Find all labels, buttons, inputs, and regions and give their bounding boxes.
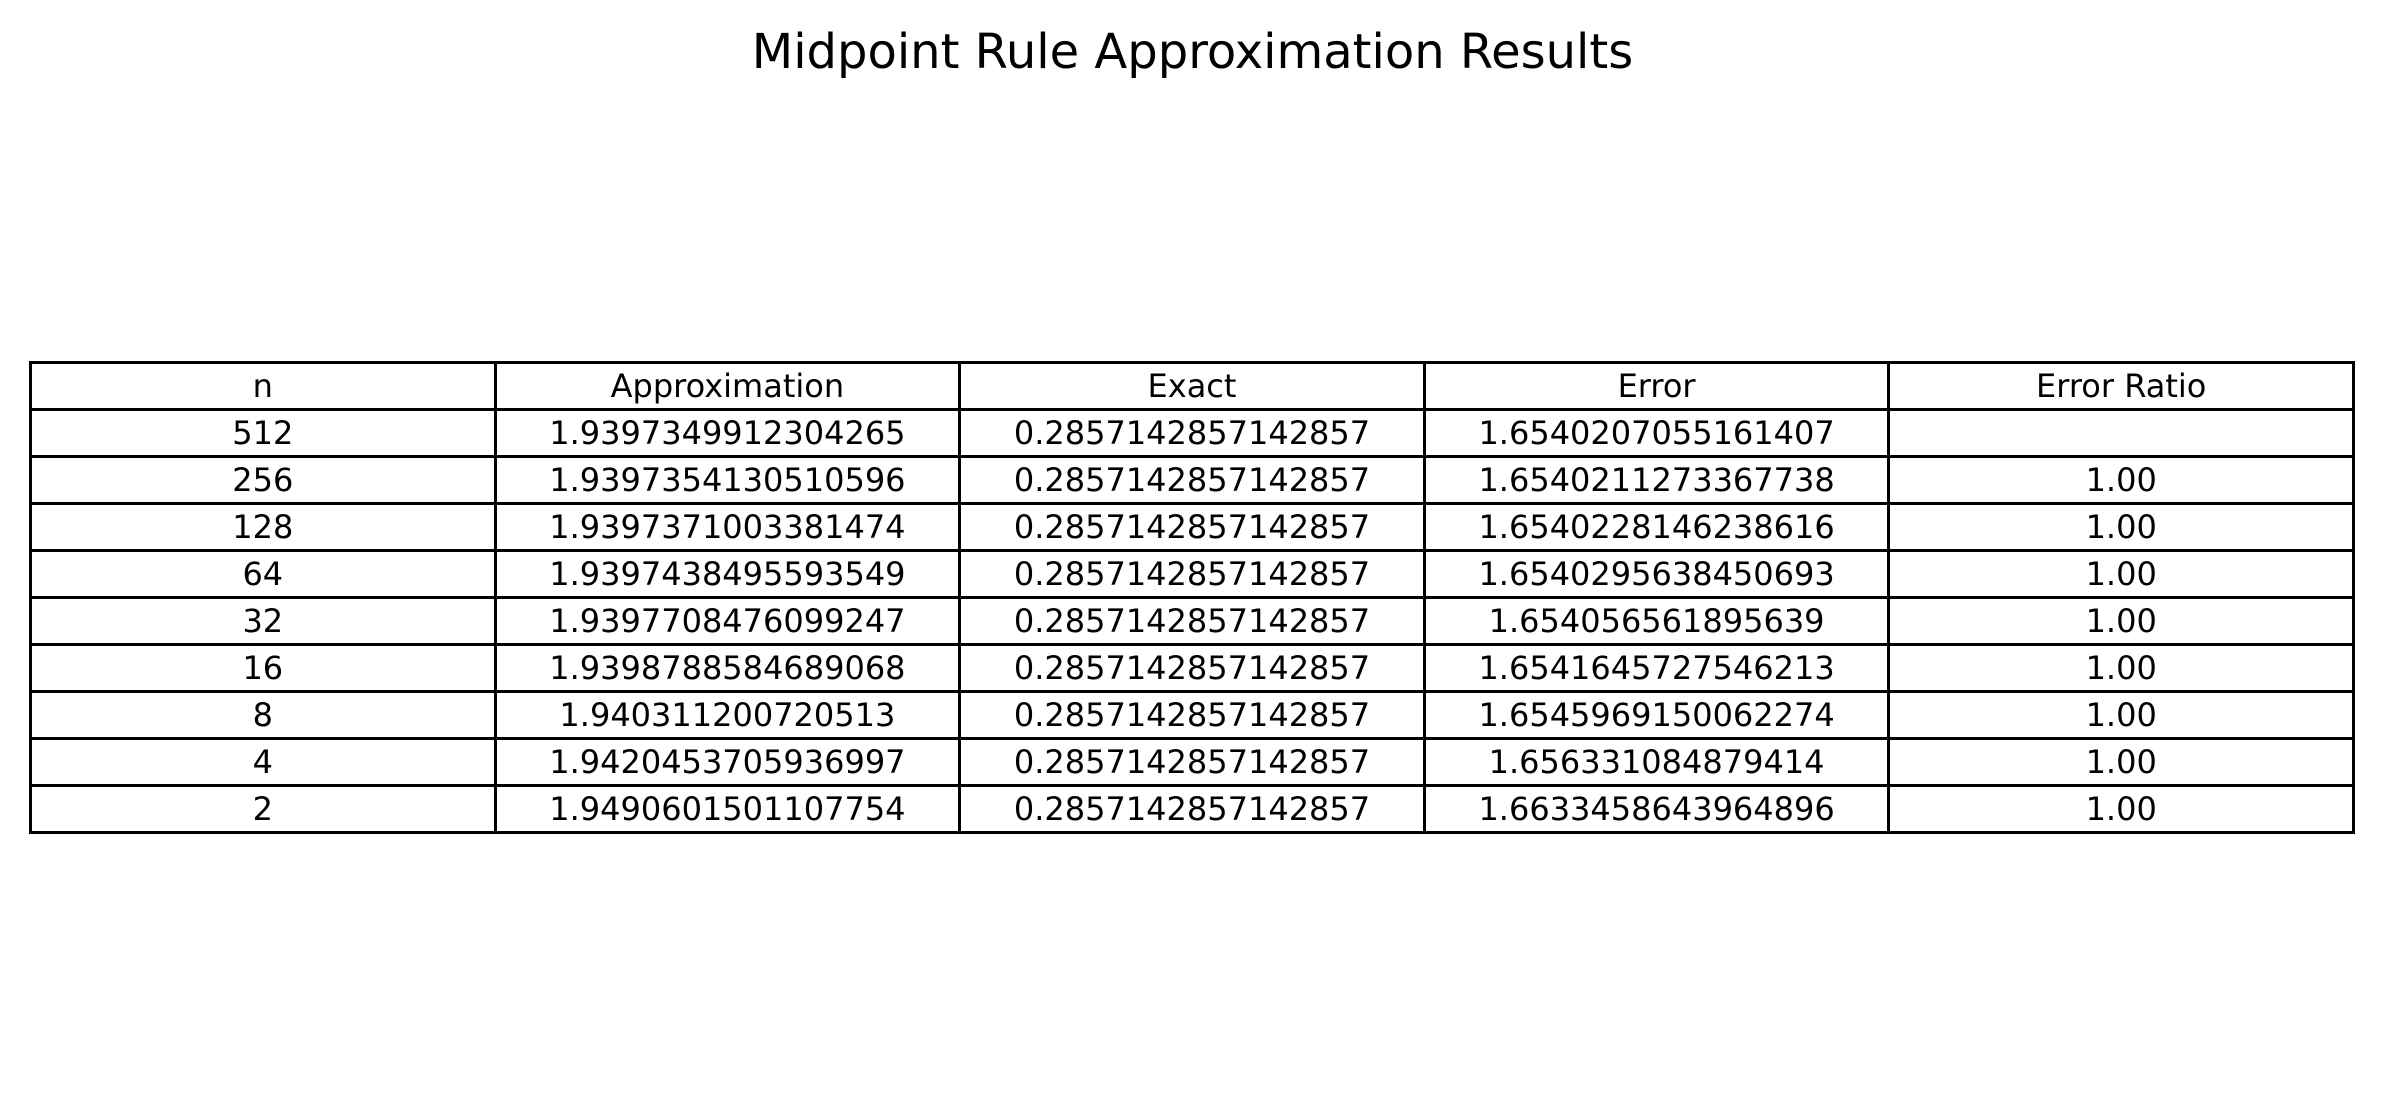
cell-exact: 0.2857142857142857	[958, 690, 1426, 740]
table-row: 2 1.9490601501107754 0.2857142857142857 1.6…	[29, 784, 2355, 834]
column-header-error-ratio: Error Ratio	[1887, 361, 2355, 411]
column-header-error: Error	[1422, 361, 1891, 411]
cell-error-ratio: 1.00	[1887, 784, 2355, 834]
table-row: 8 1.940311200720513 0.2857142857142857 1.65…	[29, 690, 2355, 740]
cell-error-ratio: 1.00	[1887, 596, 2355, 646]
table-row: 16 1.9398788584689068 0.2857142857142857 1.…	[29, 643, 2355, 693]
table-body: 512 1.9397349912304265 0.2857142857142857 1…	[29, 408, 2355, 834]
cell-n: 4	[29, 737, 497, 787]
cell-exact: 0.2857142857142857	[958, 784, 1426, 834]
cell-error: 1.6540295638450693	[1422, 549, 1891, 599]
cell-error-ratio: 1.00	[1887, 643, 2355, 693]
cell-n: 128	[29, 502, 497, 552]
cell-n: 256	[29, 455, 497, 505]
cell-error: 1.6541645727546213	[1422, 643, 1891, 693]
table-row: 4 1.9420453705936997 0.2857142857142857 1.6…	[29, 737, 2355, 787]
cell-approximation: 1.9490601501107754	[493, 784, 962, 834]
cell-n: 64	[29, 549, 497, 599]
cell-approximation: 1.9397371003381474	[493, 502, 962, 552]
cell-error-ratio: 1.00	[1887, 690, 2355, 740]
cell-error: 1.6545969150062274	[1422, 690, 1891, 740]
chart-title: Midpoint Rule Approximation Results	[751, 24, 1634, 80]
cell-error-ratio: 1.00	[1887, 502, 2355, 552]
column-header-n: n	[29, 361, 497, 411]
cell-approximation: 1.9397708476099247	[493, 596, 962, 646]
cell-exact: 0.2857142857142857	[958, 643, 1426, 693]
cell-approximation: 1.940311200720513	[493, 690, 962, 740]
column-header-exact: Exact	[958, 361, 1426, 411]
cell-error-ratio	[1887, 408, 2355, 458]
cell-n: 32	[29, 596, 497, 646]
cell-approximation: 1.9397438495593549	[493, 549, 962, 599]
cell-n: 16	[29, 643, 497, 693]
cell-error: 1.6540211273367738	[1422, 455, 1891, 505]
table-row: 256 1.9397354130510596 0.2857142857142857 1…	[29, 455, 2355, 505]
cell-exact: 0.2857142857142857	[958, 737, 1426, 787]
cell-approximation: 1.9398788584689068	[493, 643, 962, 693]
cell-approximation: 1.9397349912304265	[493, 408, 962, 458]
table-row: 32 1.9397708476099247 0.2857142857142857 1.…	[29, 596, 2355, 646]
cell-error-ratio: 1.00	[1887, 737, 2355, 787]
table-row: 64 1.9397438495593549 0.2857142857142857 1.…	[29, 549, 2355, 599]
cell-exact: 0.2857142857142857	[958, 596, 1426, 646]
cell-approximation: 1.9397354130510596	[493, 455, 962, 505]
results-table: n Approximation Exact Error Error Ratio …	[29, 361, 2355, 834]
cell-exact: 0.2857142857142857	[958, 455, 1426, 505]
cell-error: 1.654056561895639	[1422, 596, 1891, 646]
cell-error: 1.6633458643964896	[1422, 784, 1891, 834]
header-row: n Approximation Exact Error Error Ratio	[29, 361, 2355, 411]
cell-error: 1.6540207055161407	[1422, 408, 1891, 458]
cell-approximation: 1.9420453705936997	[493, 737, 962, 787]
cell-error: 1.6540228146238616	[1422, 502, 1891, 552]
table-row: 512 1.9397349912304265 0.2857142857142857 1…	[29, 408, 2355, 458]
column-header-approximation: Approximation	[493, 361, 962, 411]
cell-exact: 0.2857142857142857	[958, 502, 1426, 552]
cell-exact: 0.2857142857142857	[958, 549, 1426, 599]
cell-n: 2	[29, 784, 497, 834]
cell-n: 8	[29, 690, 497, 740]
cell-exact: 0.2857142857142857	[958, 408, 1426, 458]
cell-n: 512	[29, 408, 497, 458]
cell-error-ratio: 1.00	[1887, 455, 2355, 505]
cell-error: 1.656331084879414	[1422, 737, 1891, 787]
cell-error-ratio: 1.00	[1887, 549, 2355, 599]
table-row: 128 1.9397371003381474 0.2857142857142857 1…	[29, 502, 2355, 552]
